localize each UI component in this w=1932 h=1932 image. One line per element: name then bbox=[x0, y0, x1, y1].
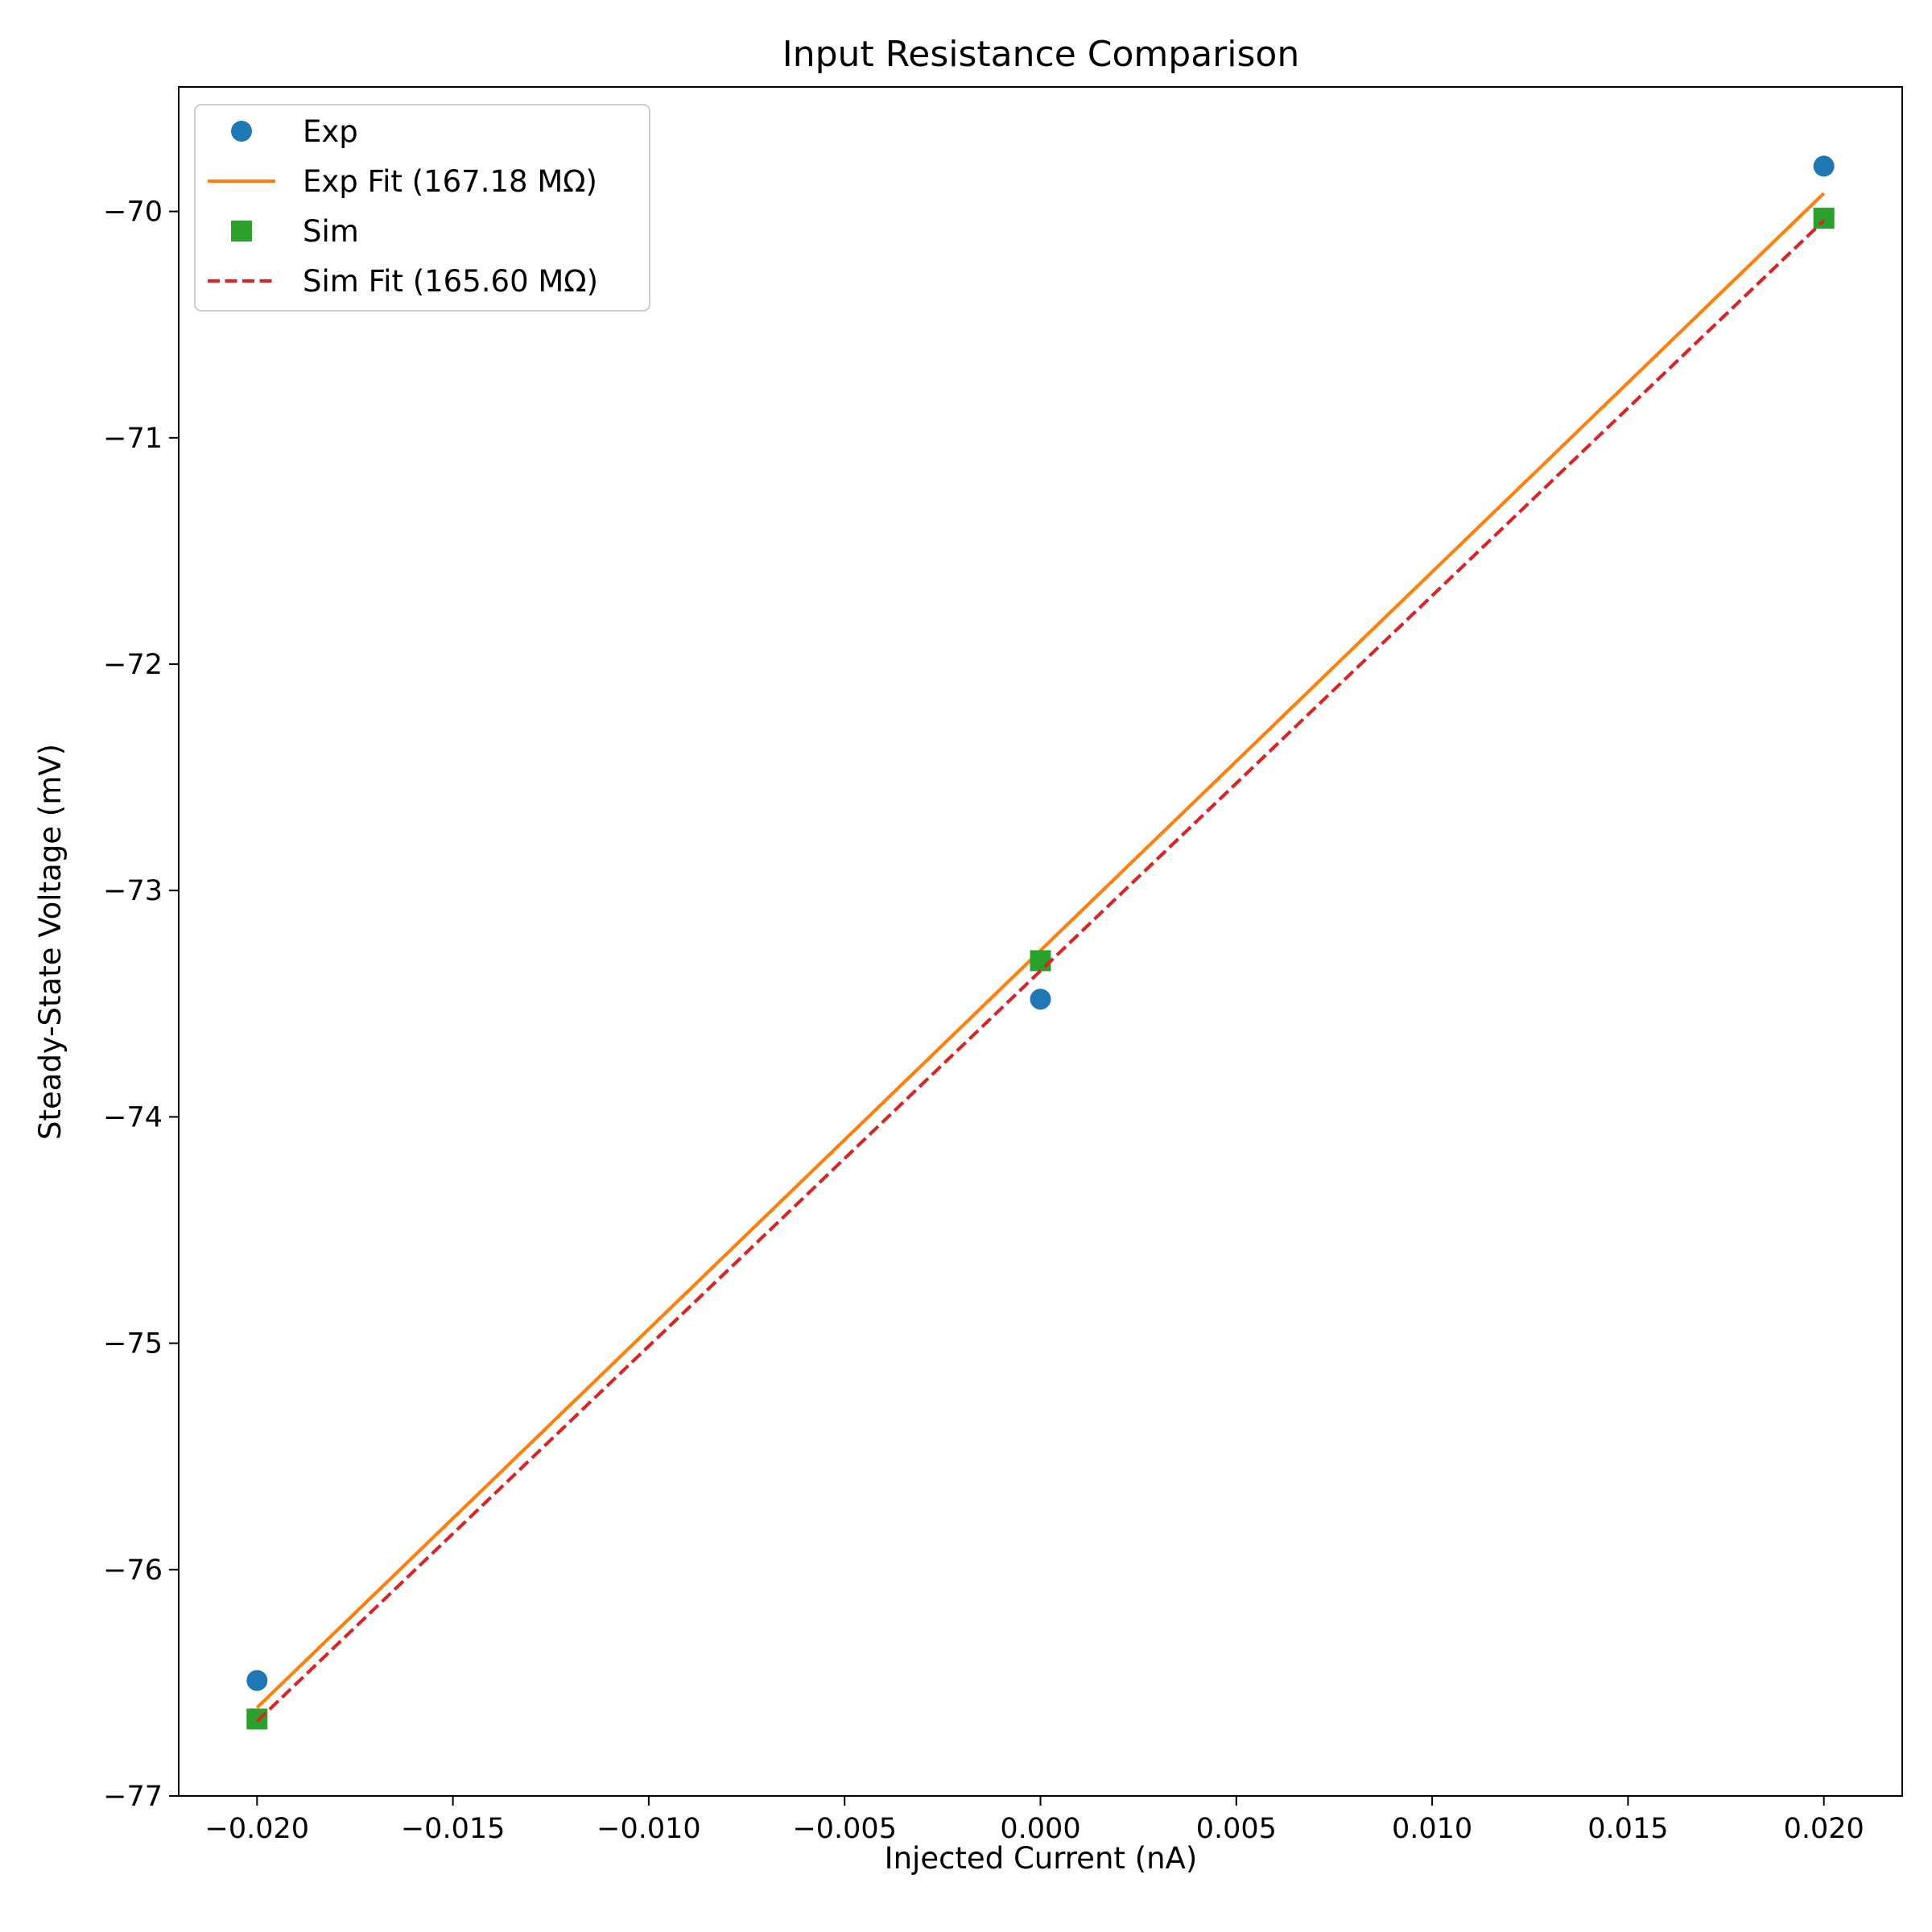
plot-area bbox=[246, 155, 1835, 1730]
data-point-circle bbox=[1813, 155, 1835, 177]
data-point-circle bbox=[246, 1670, 268, 1691]
legend-label: Sim bbox=[303, 214, 359, 249]
series-line-3 bbox=[255, 219, 1826, 1723]
legend: Exp Exp Fit (167.18 MΩ) Sim Sim Fit (165.60… bbox=[194, 104, 650, 312]
y-tick-label: −73 bbox=[103, 875, 163, 907]
x-axis: −0.020 −0.015 −0.010 −0.005 0.000 0.005 0.010 0… bbox=[205, 1796, 1864, 1845]
legend-box bbox=[194, 104, 650, 312]
data-point-square bbox=[1030, 950, 1051, 972]
x-tick-label: −0.020 bbox=[205, 1813, 310, 1845]
y-tick-label: −76 bbox=[103, 1554, 163, 1587]
legend-label: Exp Fit (167.18 MΩ) bbox=[303, 164, 597, 199]
legend-label: Sim Fit (165.60 MΩ) bbox=[303, 264, 598, 299]
y-tick-label: −72 bbox=[103, 649, 163, 681]
x-tick-label: 0.010 bbox=[1392, 1813, 1472, 1845]
y-tick-label: −71 bbox=[103, 423, 163, 455]
x-axis-label: Injected Current (nA) bbox=[885, 1841, 1198, 1876]
data-point-square bbox=[1813, 208, 1835, 229]
y-tick-label: −74 bbox=[103, 1101, 163, 1133]
y-tick-label: −75 bbox=[103, 1328, 163, 1360]
chart-title: Input Resistance Comparison bbox=[782, 34, 1299, 75]
y-axis-label: Steady-State Voltage (mV) bbox=[33, 744, 68, 1140]
legend-marker-square bbox=[231, 221, 252, 242]
y-axis: −77 −76 −75 −74 −73 −72 −71 −70 bbox=[103, 196, 179, 1813]
x-tick-label: 0.005 bbox=[1196, 1813, 1277, 1845]
data-point-circle bbox=[1030, 989, 1051, 1010]
legend-marker-circle bbox=[231, 121, 252, 142]
x-tick-label: 0.015 bbox=[1587, 1813, 1668, 1845]
x-tick-label: 0.020 bbox=[1784, 1813, 1864, 1845]
x-tick-label: −0.015 bbox=[401, 1813, 506, 1845]
x-tick-label: −0.005 bbox=[792, 1813, 897, 1845]
y-tick-label: −77 bbox=[103, 1781, 163, 1813]
legend-label: Exp bbox=[303, 114, 358, 149]
x-tick-label: 0.000 bbox=[1000, 1813, 1080, 1845]
y-tick-label: −70 bbox=[103, 196, 163, 229]
x-tick-label: −0.010 bbox=[597, 1813, 701, 1845]
